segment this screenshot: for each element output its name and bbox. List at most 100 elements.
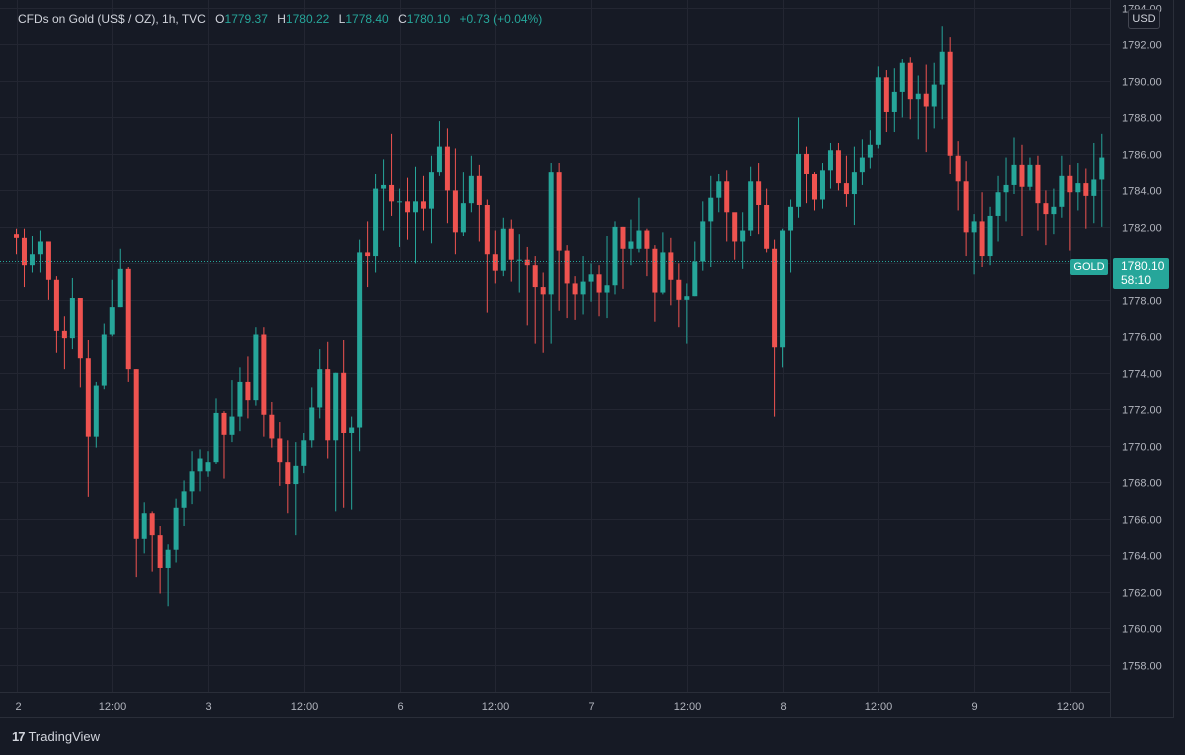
candle-body <box>45 241 51 280</box>
candle <box>173 498 179 563</box>
candle <box>843 155 849 207</box>
candle <box>684 283 690 344</box>
candle-body <box>572 283 578 295</box>
candle-body <box>748 181 754 231</box>
candle <box>269 401 275 448</box>
candle-body <box>756 181 762 205</box>
candle <box>628 219 634 266</box>
candle-body <box>237 381 243 417</box>
candle-body <box>85 358 91 437</box>
time-tick-label: 12:00 <box>99 701 127 713</box>
candle <box>373 173 379 273</box>
candle-body <box>93 385 99 437</box>
last-price-value: 1780.10 <box>1121 259 1165 273</box>
candle-body <box>1011 164 1017 185</box>
candle <box>724 170 730 242</box>
candle <box>397 188 403 247</box>
candle <box>995 175 1001 242</box>
currency-button[interactable]: USD <box>1128 9 1160 29</box>
candle <box>29 236 35 273</box>
candle-body <box>301 440 307 466</box>
candles[interactable] <box>14 26 1105 607</box>
candle-body <box>780 230 786 348</box>
price-tick-label: 1762.00 <box>1122 588 1162 600</box>
candle <box>740 212 746 269</box>
candle-body <box>835 150 841 184</box>
candle <box>293 442 299 536</box>
candle-body <box>37 241 43 255</box>
price-tick-label: 1774.00 <box>1122 369 1162 381</box>
price-tick-label: 1764.00 <box>1122 551 1162 563</box>
candle <box>85 339 91 497</box>
candle-body <box>939 51 945 85</box>
candle <box>644 228 650 277</box>
candle <box>947 37 953 174</box>
candle <box>349 416 355 510</box>
candle <box>285 440 291 514</box>
candle-body <box>995 192 1001 216</box>
candle-body <box>700 221 706 262</box>
candle <box>389 133 395 216</box>
candle-body <box>141 513 147 539</box>
candle-body <box>764 204 770 249</box>
candle-body <box>221 412 227 435</box>
candle-body <box>317 369 323 408</box>
candle <box>564 245 570 319</box>
candle-body <box>1075 183 1081 193</box>
candle-body <box>77 298 83 359</box>
candle-body <box>381 184 387 189</box>
candle <box>325 341 331 459</box>
candle <box>189 451 195 505</box>
candle <box>237 367 243 432</box>
candle <box>500 217 506 277</box>
candle-body <box>444 146 450 191</box>
candle <box>1027 157 1033 191</box>
candle-body <box>21 237 27 266</box>
candle <box>53 276 59 353</box>
candle-body <box>508 228 514 260</box>
candle <box>907 57 913 120</box>
candle-body <box>931 84 937 107</box>
candle-body <box>1043 203 1049 215</box>
candle <box>381 159 387 231</box>
candle-body <box>596 274 602 293</box>
symbol-title[interactable]: CFDs on Gold (US$ / OZ), 1h, TVC <box>18 12 206 26</box>
candle <box>788 199 794 273</box>
candle-body <box>684 296 690 300</box>
time-tick-label: 6 <box>397 701 403 713</box>
time-tick-label: 12:00 <box>865 701 893 713</box>
candle-body <box>109 307 115 335</box>
candle-body <box>891 91 897 112</box>
candle <box>708 175 714 268</box>
candle <box>851 146 857 226</box>
candle <box>221 411 227 479</box>
candle-body <box>660 252 666 293</box>
candle <box>37 230 43 273</box>
candle <box>141 502 147 554</box>
candle-body <box>484 204 490 255</box>
candle <box>460 172 466 236</box>
tradingview-logo-icon: 17 <box>12 729 26 744</box>
candle <box>133 369 139 578</box>
candle <box>700 201 706 271</box>
candle-body <box>1083 183 1089 196</box>
candle-body <box>500 228 506 271</box>
candle <box>1035 155 1041 231</box>
candle <box>604 236 610 319</box>
price-tick-label: 1786.00 <box>1122 150 1162 162</box>
candle-body <box>1091 179 1097 196</box>
candle-body <box>309 407 315 441</box>
candle <box>756 163 762 235</box>
right-edge <box>1173 0 1174 718</box>
candle <box>804 146 810 204</box>
candlestick-chart[interactable]: 1758.00 1760.00 1762.00 1764.00 1766.00 1768.… <box>0 0 1185 718</box>
candle <box>508 219 514 282</box>
candle <box>835 142 841 191</box>
candle <box>309 387 315 448</box>
time-tick-label: 2 <box>16 701 22 713</box>
time-axis[interactable]: 2 12:00 3 12:00 6 12:00 7 12:00 8 12:00 9 12:00 <box>16 701 1085 713</box>
tradingview-logo[interactable]: 17 TradingView <box>12 729 100 744</box>
time-tick-label: 12:00 <box>1057 701 1085 713</box>
candle <box>963 161 969 257</box>
candle <box>812 172 817 211</box>
